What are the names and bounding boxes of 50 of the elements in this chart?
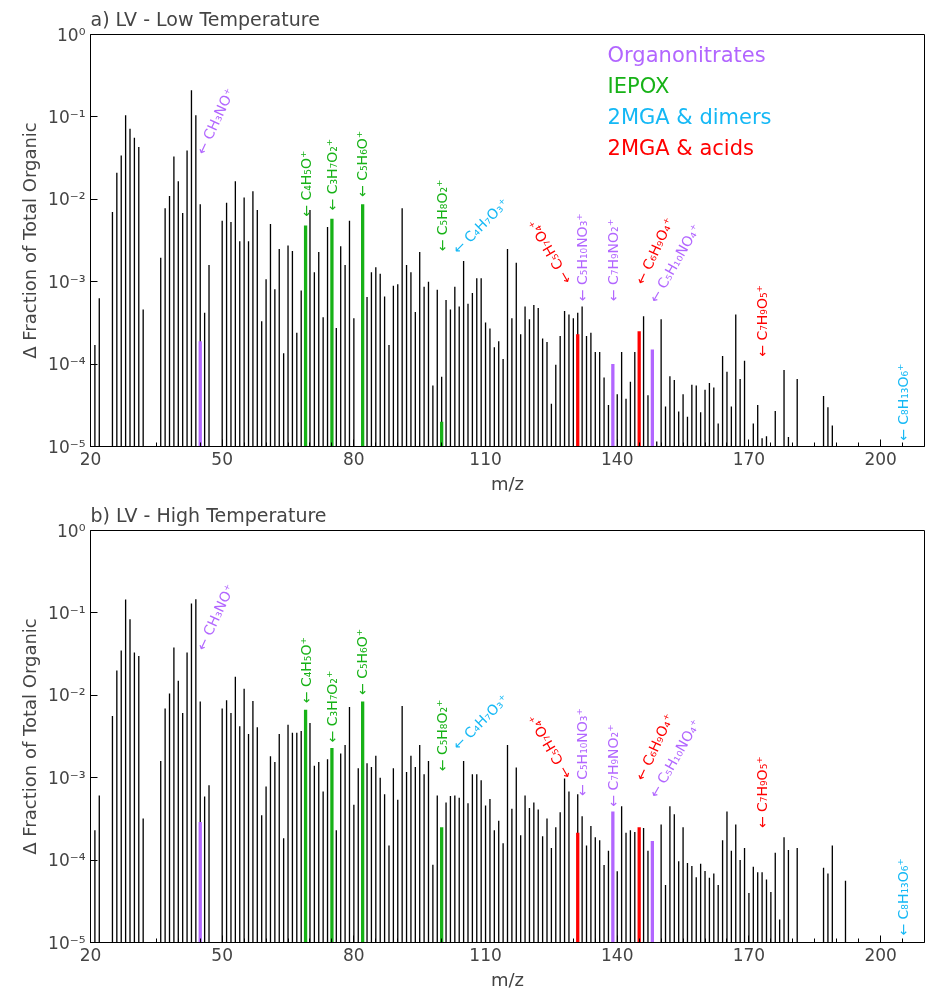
annotation: ← C₅H₆O⁺ bbox=[354, 130, 371, 197]
y-tick-label: 10⁰ bbox=[57, 24, 86, 45]
annotation: ← C₃H₇O₂⁺ bbox=[323, 670, 340, 743]
annotation: ← C₅H₁₀NO₃⁺ bbox=[573, 213, 590, 302]
x-axis-title: m/z bbox=[490, 472, 525, 494]
x-tick-label: 170 bbox=[732, 944, 766, 965]
x-tick-label: 20 bbox=[79, 944, 102, 965]
annotation: ← C₃H₇O₂⁺ bbox=[323, 138, 340, 211]
x-axis-title: m/z bbox=[490, 968, 525, 990]
annotation: ← C₇H₉NO₂⁺ bbox=[604, 218, 621, 302]
text: IEPOX bbox=[607, 74, 670, 98]
x-tick-label: 50 bbox=[211, 448, 234, 469]
x-tick-label: 20 bbox=[79, 448, 102, 469]
x-tick-label: 50 bbox=[211, 944, 234, 965]
annotation: ← C₅H₆O⁺ bbox=[354, 628, 371, 696]
x-tick-label: 140 bbox=[601, 944, 634, 965]
y-tick-label: 10⁻¹ bbox=[48, 602, 86, 623]
legend-label: 2MGA & dimers bbox=[607, 104, 772, 129]
x-tick-label: 170 bbox=[732, 448, 766, 469]
annotation: ← C₅H₈O₂⁺ bbox=[433, 179, 450, 252]
annotation: ← C₈H₁₃O₆⁺ bbox=[894, 858, 911, 936]
x-tick-label: 110 bbox=[469, 448, 502, 469]
y-axis-title: Δ Fraction of Total Organic bbox=[19, 122, 41, 359]
x-tick-label: 140 bbox=[601, 448, 634, 469]
text: 2MGA & acids bbox=[607, 135, 754, 160]
annotation: ← C₇H₉NO₂⁺ bbox=[604, 724, 621, 807]
y-tick-label: 10⁻¹ bbox=[48, 106, 86, 127]
x-tick-label: 200 bbox=[864, 944, 897, 965]
annotation: ← C₅H₁₀NO₃⁺ bbox=[573, 708, 590, 796]
annotation: ← C₅H₈O₂⁺ bbox=[433, 699, 450, 772]
y-tick-label: 10⁻³ bbox=[48, 767, 86, 788]
x-tick-label: 80 bbox=[343, 448, 365, 469]
y-tick-label: 10⁻⁴ bbox=[48, 354, 86, 375]
x-tick-label: 80 bbox=[343, 944, 365, 965]
x-tick-label: 200 bbox=[864, 448, 897, 469]
y-tick-label: 10⁻² bbox=[48, 189, 86, 210]
annotation: ← C₄H₅O⁺ bbox=[297, 150, 314, 217]
annotation: ← C₄H₅O⁺ bbox=[297, 637, 314, 704]
text: Organonitrates bbox=[607, 43, 766, 68]
y-tick-label: 10⁻² bbox=[48, 685, 86, 706]
y-tick-label: 10⁰ bbox=[57, 520, 86, 541]
annotation: ← C₇H₉O₅⁺ bbox=[753, 756, 770, 829]
annotation: ← C₇H₉O₅⁺ bbox=[753, 285, 770, 357]
chart-title: a) LV - Low Temperature bbox=[90, 7, 320, 30]
y-tick-label: 10⁻³ bbox=[48, 271, 86, 292]
y-axis-title: Δ Fraction of Total Organic bbox=[19, 618, 41, 855]
y-tick-label: 10⁻⁴ bbox=[48, 850, 86, 871]
annotation: ← C₈H₁₃O₆⁺ bbox=[894, 363, 911, 441]
chart-title: b) LV - High Temperature bbox=[90, 503, 327, 526]
x-tick-label: 110 bbox=[469, 944, 502, 965]
